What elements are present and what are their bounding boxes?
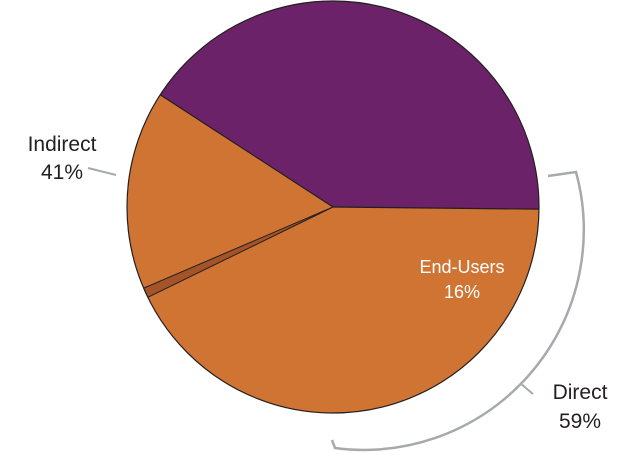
- direct-label-value: 59%: [559, 410, 601, 433]
- indirect-label: Indirect 41%: [28, 133, 117, 184]
- pie-slice-end-users: [126, 94, 333, 293]
- indirect-leader-line: [87, 167, 117, 176]
- end-users-label-value: 16%: [444, 282, 480, 302]
- pie-outline: [126, 0, 540, 414]
- pie-slice-boundary: [159, 94, 334, 208]
- indirect-label-name: Indirect: [28, 133, 97, 156]
- direct-label-name: Direct: [553, 381, 608, 404]
- pie-slice-indirect: [160, 0, 539, 210]
- end-users-label-name: End-Users: [419, 257, 504, 277]
- pie-slices: [126, 0, 540, 414]
- pie-slice-direct-other: [145, 207, 539, 414]
- direct-bracket: [330, 170, 585, 452]
- indirect-label-value: 41%: [41, 161, 83, 184]
- direct-leader-line: [519, 382, 534, 395]
- direct-label: Direct 59%: [553, 381, 608, 433]
- pie-slice-boundary: [332, 206, 539, 210]
- end-users-label: End-Users 16%: [419, 257, 504, 302]
